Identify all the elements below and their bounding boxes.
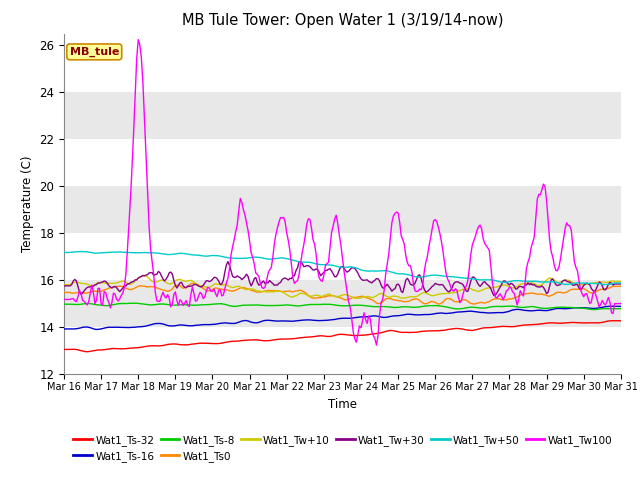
Y-axis label: Temperature (C): Temperature (C) xyxy=(20,156,34,252)
Text: MB_tule: MB_tule xyxy=(70,47,119,57)
Bar xyxy=(64,233,621,280)
Bar xyxy=(64,92,621,139)
Bar xyxy=(64,327,621,374)
Bar xyxy=(64,186,621,233)
Legend: Wat1_Ts-32, Wat1_Ts-16, Wat1_Ts-8, Wat1_Ts0, Wat1_Tw+10, Wat1_Tw+30, Wat1_Tw+50,: Wat1_Ts-32, Wat1_Ts-16, Wat1_Ts-8, Wat1_… xyxy=(69,431,616,466)
Title: MB Tule Tower: Open Water 1 (3/19/14-now): MB Tule Tower: Open Water 1 (3/19/14-now… xyxy=(182,13,503,28)
Bar xyxy=(64,139,621,186)
Bar xyxy=(64,280,621,327)
X-axis label: Time: Time xyxy=(328,397,357,410)
Bar xyxy=(64,45,621,92)
